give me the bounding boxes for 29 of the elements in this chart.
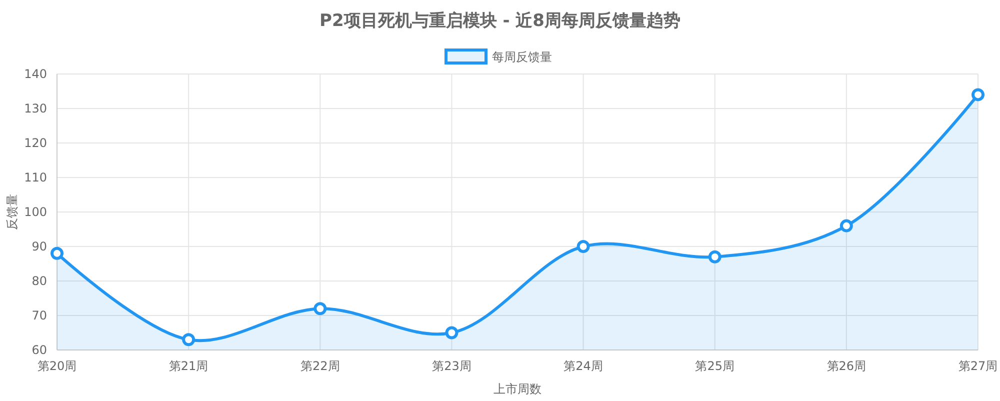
x-tick-label: 第23周 <box>432 359 472 373</box>
y-tick-label: 80 <box>32 274 47 288</box>
legend-label: 每周反馈量 <box>492 50 552 64</box>
point <box>972 88 984 102</box>
x-tick-label: 第27周 <box>958 359 998 373</box>
y-tick-label: 100 <box>24 205 47 219</box>
x-tick-label: 第24周 <box>564 359 603 373</box>
x-tick-label: 第22周 <box>300 359 340 373</box>
point <box>182 333 196 346</box>
point <box>314 302 327 316</box>
y-tick-label: 110 <box>24 170 47 184</box>
point <box>50 246 64 260</box>
x-tick-label: 第25周 <box>695 359 734 373</box>
y-tick-label: 90 <box>32 240 47 254</box>
y-tick-label: 140 <box>24 67 47 81</box>
x-tick-label: 第26周 <box>826 359 866 373</box>
point <box>576 240 590 253</box>
y-tick-label: 120 <box>24 136 47 150</box>
x-tick-label: 第21周 <box>168 359 208 373</box>
y-axis-title: 反馈量 <box>5 194 19 230</box>
y-tick-label: 70 <box>32 308 47 322</box>
y-tick-label: 60 <box>32 343 47 357</box>
x-axis-title: 上市周数 <box>494 382 542 396</box>
y-tick-label: 130 <box>24 102 47 116</box>
point <box>445 326 458 340</box>
point <box>840 219 853 232</box>
point <box>708 250 722 264</box>
x-tick-label: 第20周 <box>37 359 77 373</box>
chart-title: P2项目死机与重启模块 - 近8周每周反馈量趋势 <box>319 11 681 31</box>
